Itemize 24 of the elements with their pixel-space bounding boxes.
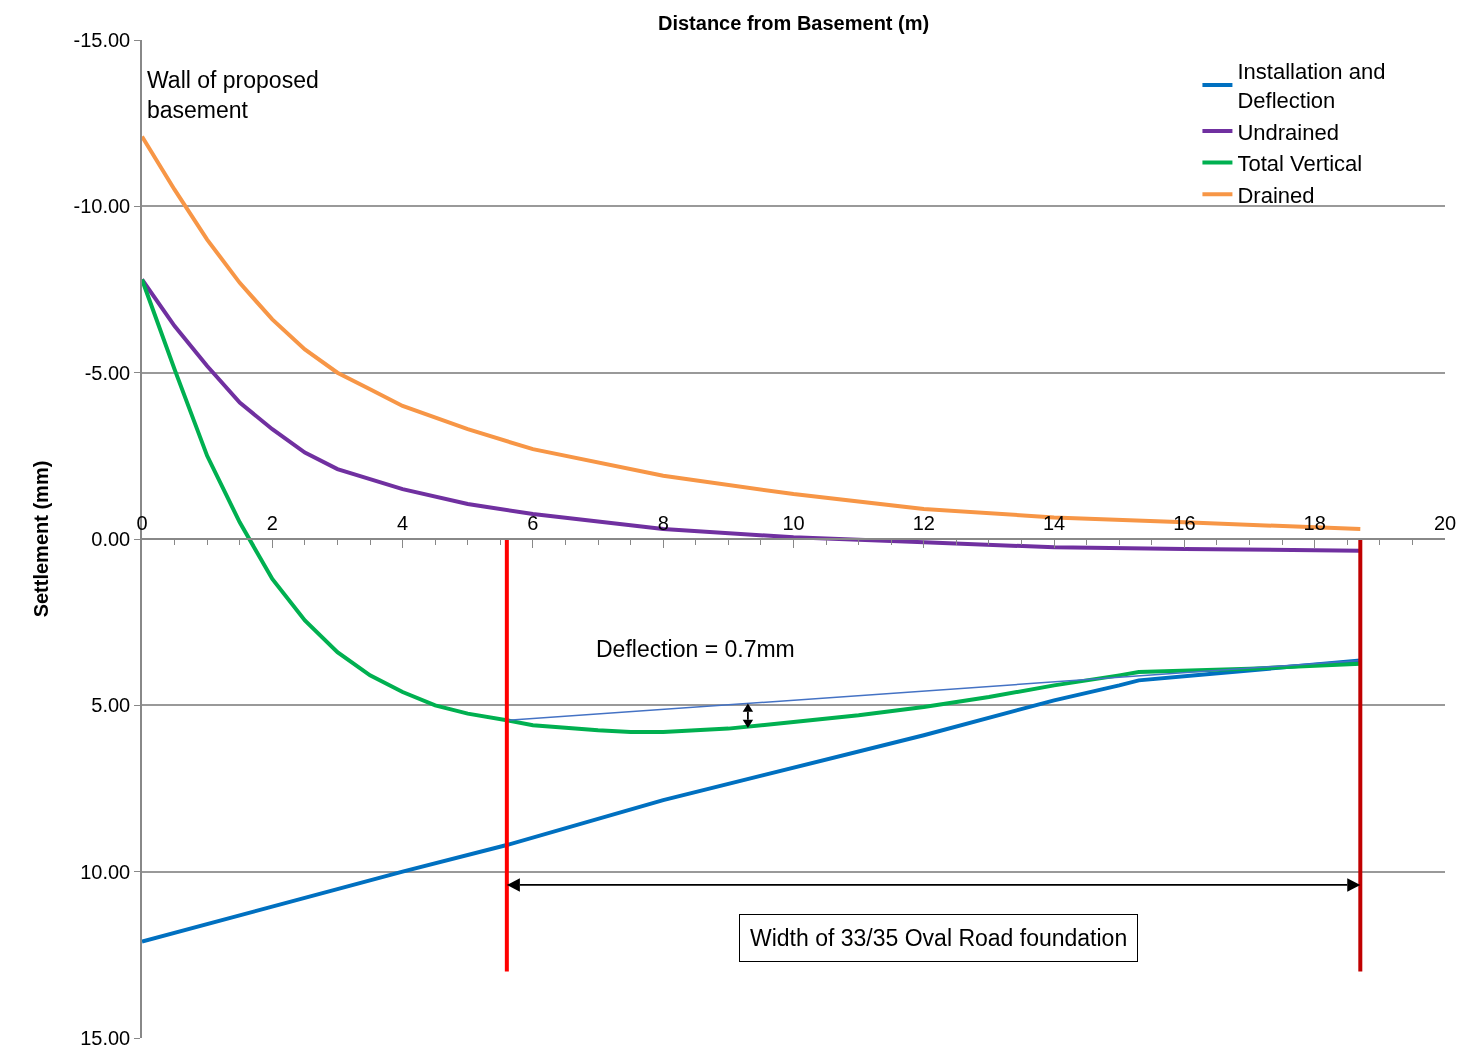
y-tick-label: 15.00 [80,1027,131,1049]
annotation: Width of 33/35 Oval Road foundation [750,925,1128,951]
x-tick-label: 6 [527,512,539,535]
legend-label: Undrained [1237,119,1339,145]
y-tick-label: 0.00 [91,528,131,550]
y-tick-label: 10.00 [80,860,131,883]
x-tick-label: 10 [782,512,805,535]
y-axis-title: Settlement (mm) [29,460,52,618]
legend-label: Installation and Deflection [1237,59,1386,113]
legend-label: Total Vertical [1237,151,1363,177]
y-tick-label: 5.00 [91,694,131,717]
y-tick-label: -5.00 [84,361,131,384]
x-tick-label: 14 [1042,512,1066,535]
legend-label: Drained [1237,182,1315,208]
annotation: Deflection = 0.7mm [596,636,795,662]
x-tick-label: 4 [397,512,409,535]
x-axis-title: Distance from Basement (m) [658,12,930,34]
y-tick-label: -10.00 [73,195,131,218]
x-tick-label: 2 [266,512,278,535]
annotation: Wall of proposed basement [147,67,319,123]
y-tick-label: -15.00 [73,29,131,51]
x-tick-label: 12 [912,512,935,535]
x-tick-label: 20 [1433,512,1457,535]
x-tick-label: 0 [136,512,148,535]
